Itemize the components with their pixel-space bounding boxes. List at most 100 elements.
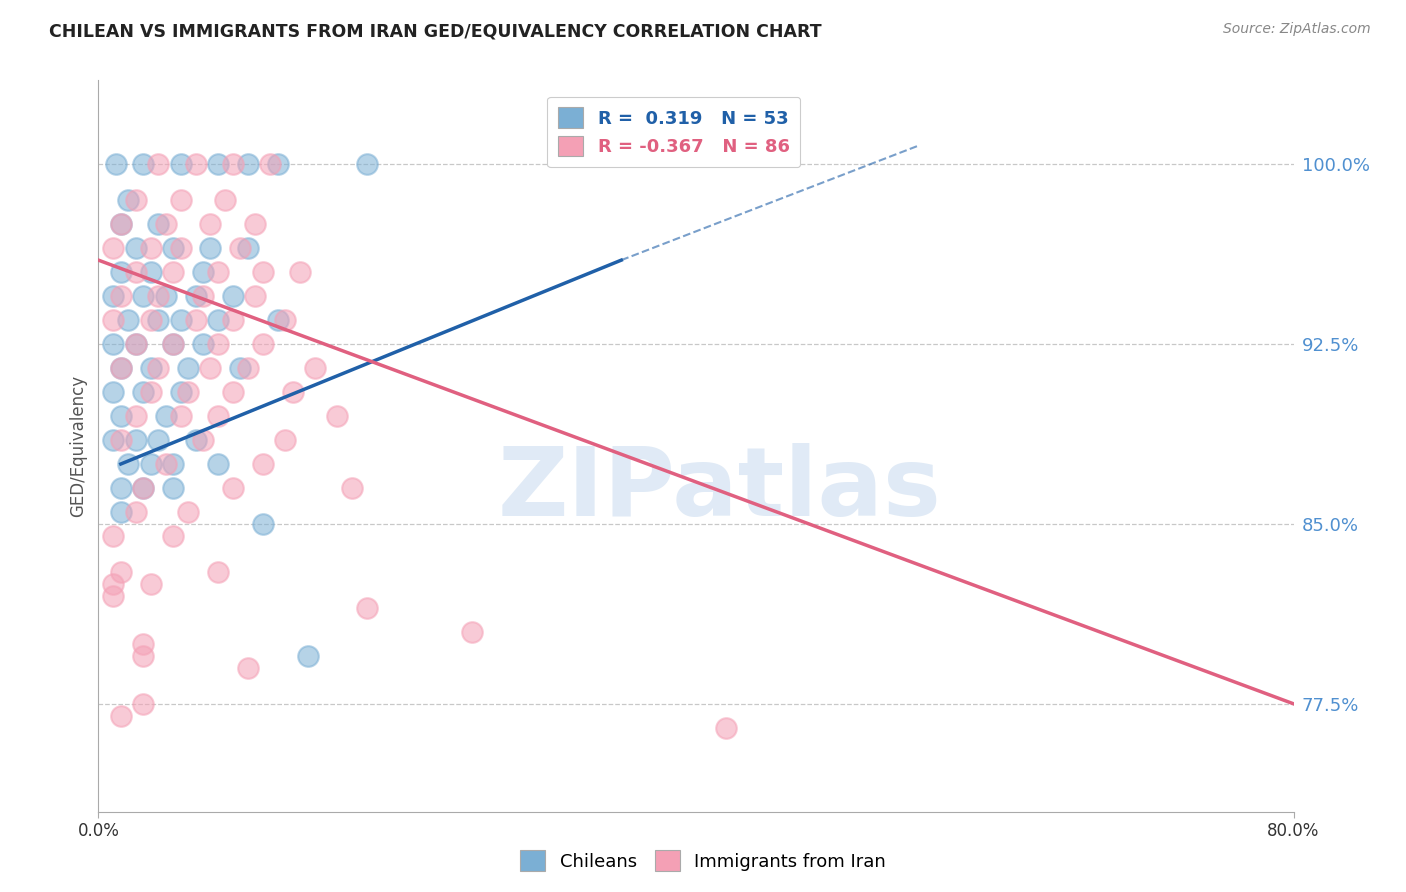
Point [155, 457, 177, 471]
Point [110, 217, 132, 231]
Point [132, 481, 155, 495]
Point [139, 265, 162, 279]
Point [259, 157, 281, 171]
Point [288, 265, 311, 279]
Point [267, 157, 290, 171]
Point [252, 337, 274, 351]
Point [304, 361, 326, 376]
Point [236, 241, 259, 255]
Point [139, 457, 162, 471]
Point [139, 241, 162, 255]
Point [236, 661, 259, 675]
Text: CHILEAN VS IMMIGRANTS FROM IRAN GED/EQUIVALENCY CORRELATION CHART: CHILEAN VS IMMIGRANTS FROM IRAN GED/EQUI… [49, 22, 823, 40]
Point [132, 697, 155, 711]
Point [103, 577, 125, 591]
Point [162, 241, 184, 255]
Point [184, 433, 207, 447]
Point [125, 409, 148, 423]
Point [103, 529, 125, 543]
Point [162, 337, 184, 351]
Point [110, 289, 132, 303]
Point [103, 589, 125, 603]
Y-axis label: GED/Equivalency: GED/Equivalency [69, 375, 87, 517]
Point [155, 409, 177, 423]
Point [132, 637, 155, 651]
Point [222, 481, 245, 495]
Point [281, 385, 304, 400]
Point [162, 265, 184, 279]
Point [125, 265, 148, 279]
Point [169, 157, 191, 171]
Point [103, 289, 125, 303]
Point [125, 193, 148, 207]
Point [125, 337, 148, 351]
Point [155, 217, 177, 231]
Point [207, 313, 229, 327]
Point [184, 157, 207, 171]
Point [125, 241, 148, 255]
Point [110, 217, 132, 231]
Point [267, 313, 290, 327]
Point [117, 457, 139, 471]
Point [103, 313, 125, 327]
Point [103, 385, 125, 400]
Point [125, 433, 148, 447]
Point [169, 385, 191, 400]
Point [191, 433, 214, 447]
Point [714, 721, 737, 735]
Point [103, 337, 125, 351]
Point [169, 241, 191, 255]
Point [110, 708, 132, 723]
Point [207, 157, 229, 171]
Point [229, 361, 252, 376]
Point [117, 313, 139, 327]
Point [214, 193, 236, 207]
Point [132, 157, 155, 171]
Point [139, 313, 162, 327]
Point [191, 265, 214, 279]
Point [132, 648, 155, 663]
Point [236, 361, 259, 376]
Point [461, 624, 484, 639]
Point [252, 457, 274, 471]
Point [222, 313, 245, 327]
Point [356, 600, 378, 615]
Point [139, 385, 162, 400]
Point [236, 157, 259, 171]
Point [110, 433, 132, 447]
Point [148, 433, 170, 447]
Point [252, 516, 274, 531]
Point [200, 361, 222, 376]
Point [184, 313, 207, 327]
Point [207, 409, 229, 423]
Point [222, 385, 245, 400]
Point [326, 409, 349, 423]
Text: ZIPatlas: ZIPatlas [498, 443, 942, 536]
Point [169, 409, 191, 423]
Point [191, 289, 214, 303]
Point [132, 385, 155, 400]
Point [110, 481, 132, 495]
Point [162, 529, 184, 543]
Point [148, 361, 170, 376]
Point [125, 505, 148, 519]
Point [132, 481, 155, 495]
Point [252, 265, 274, 279]
Point [177, 505, 200, 519]
Point [229, 241, 252, 255]
Legend: Chileans, Immigrants from Iran: Chileans, Immigrants from Iran [513, 843, 893, 879]
Point [110, 361, 132, 376]
Point [222, 289, 245, 303]
Point [110, 565, 132, 579]
Point [125, 337, 148, 351]
Point [117, 193, 139, 207]
Point [356, 157, 378, 171]
Point [274, 433, 297, 447]
Point [132, 289, 155, 303]
Point [184, 289, 207, 303]
Point [200, 217, 222, 231]
Point [274, 313, 297, 327]
Legend: R =  0.319   N = 53, R = -0.367   N = 86: R = 0.319 N = 53, R = -0.367 N = 86 [547, 96, 800, 167]
Point [103, 241, 125, 255]
Point [297, 648, 319, 663]
